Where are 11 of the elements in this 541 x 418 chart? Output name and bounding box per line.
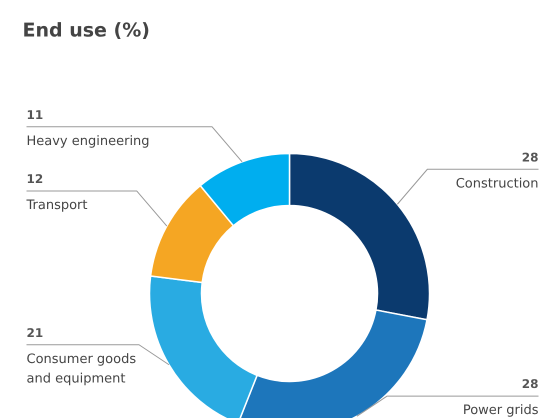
data-label: 12 (26, 172, 44, 186)
chart-title: End use (%) (22, 20, 150, 42)
slice-label: Transport (26, 198, 88, 214)
slice-label: Consumer goods and equipment (26, 352, 136, 386)
slice-label: Heavy engineering (26, 134, 150, 149)
slice-label: Power grids (462, 403, 539, 418)
data-label: 11 (26, 108, 44, 122)
data-label: 28 (522, 377, 539, 392)
data-label: 21 (26, 326, 44, 340)
slice-label: Construction (456, 176, 539, 192)
data-label: 28 (522, 150, 539, 164)
